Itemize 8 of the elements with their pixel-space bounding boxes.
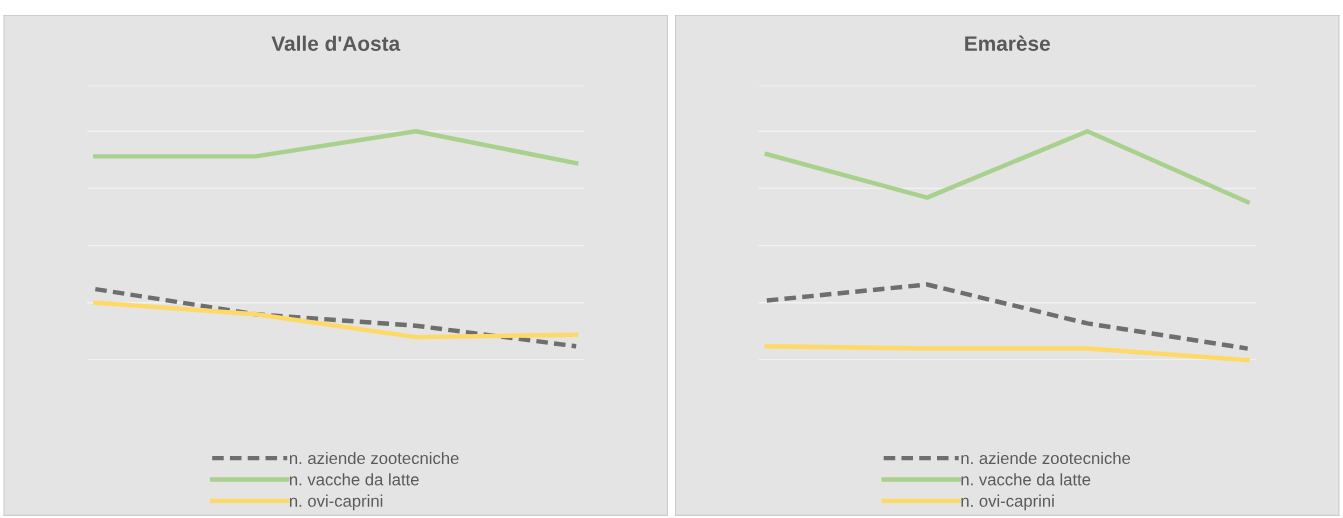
chart-title: Emarèse <box>965 35 1050 51</box>
legend-label: n. aziende zootecniche <box>289 451 459 465</box>
legend-label: n. vacche da latte <box>961 473 1091 486</box>
legend-label: n. ovi-caprini <box>961 494 1054 511</box>
legend-label: n. ovi-caprini <box>289 494 383 511</box>
chart-title: Valle d'Aosta <box>271 35 401 51</box>
legend-label: n. aziende zootecniche <box>961 451 1131 465</box>
legend-label: n. vacche da latte <box>289 473 419 486</box>
